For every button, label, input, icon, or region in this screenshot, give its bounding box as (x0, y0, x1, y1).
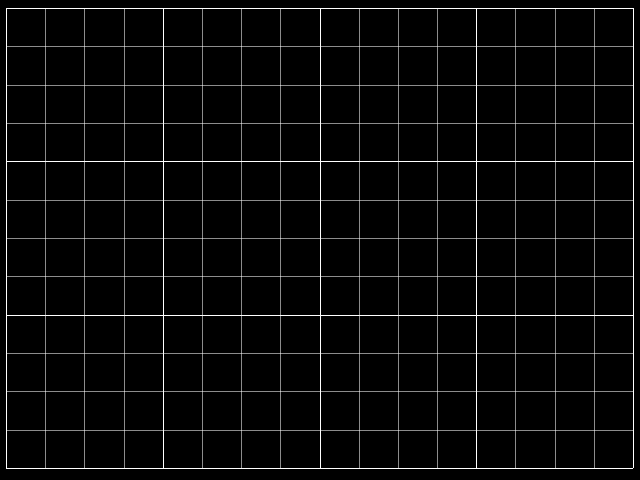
grid-test-pattern (5, 7, 635, 470)
grid-canvas (5, 7, 635, 470)
